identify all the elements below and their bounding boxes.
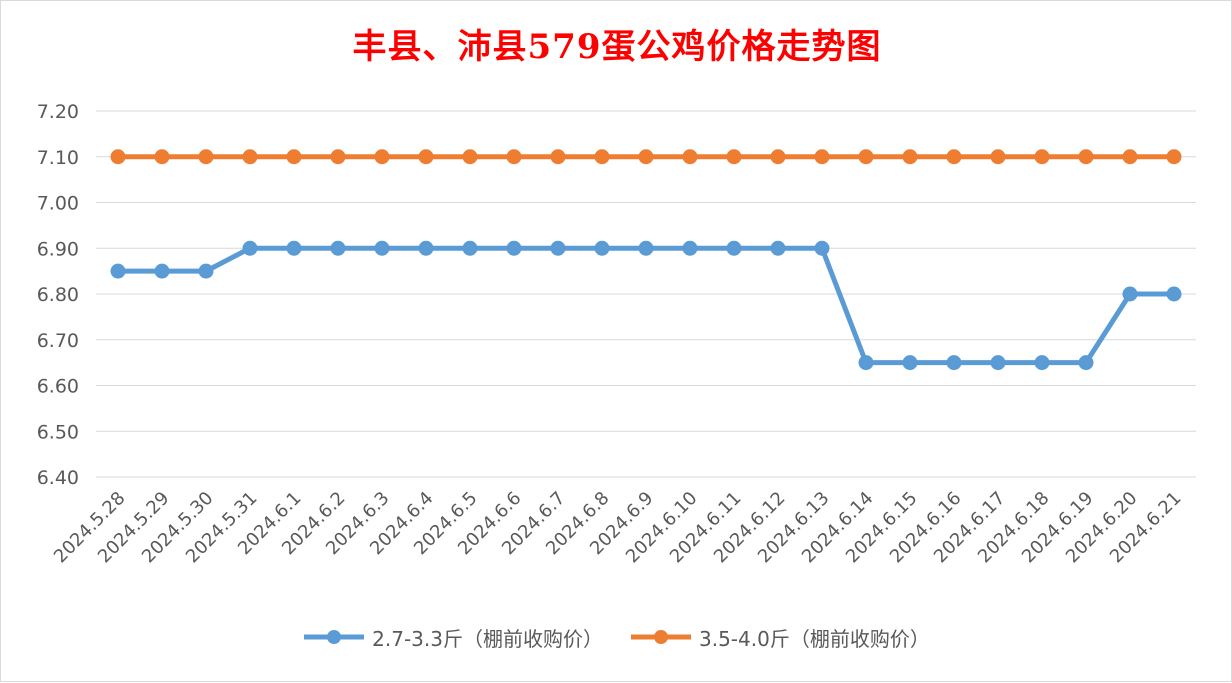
series-1-point-21	[1034, 355, 1050, 371]
series-2-point-11	[594, 149, 610, 165]
series-2-point-21	[1034, 149, 1050, 165]
series-1-point-1	[154, 263, 170, 279]
series-2-point-9	[506, 149, 522, 165]
x-axis-ticks: 2024.5.282024.5.292024.5.302024.5.312024…	[50, 488, 1186, 568]
series-1-point-7	[418, 240, 434, 256]
series-2	[110, 149, 1182, 165]
legend-label-series-2: 3.5-4.0斤（棚前收购价）	[699, 626, 930, 651]
series-1-point-24	[1166, 286, 1182, 302]
series-2-point-7	[418, 149, 434, 165]
legend-item-series-2: 3.5-4.0斤（棚前收购价）	[631, 623, 930, 652]
series-1-point-2	[198, 263, 214, 279]
series-2-point-8	[462, 149, 478, 165]
series-2-point-12	[638, 149, 654, 165]
series-2-point-23	[1122, 149, 1138, 165]
series-2-point-14	[726, 149, 742, 165]
y-tick-label-2: 6.60	[37, 376, 79, 398]
series-2-point-0	[110, 149, 126, 165]
series-2-point-1	[154, 149, 170, 165]
series-1-point-15	[770, 240, 786, 256]
legend-label-series-1: 2.7-3.3斤（棚前收购价）	[372, 626, 603, 651]
series-1-point-5	[330, 240, 346, 256]
series-2-point-2	[198, 149, 214, 165]
series-1-point-10	[550, 240, 566, 256]
series-1-point-8	[462, 240, 478, 256]
series-1-point-12	[638, 240, 654, 256]
series-2-point-3	[242, 149, 258, 165]
series-1-point-17	[858, 355, 874, 371]
y-tick-label-5: 6.90	[37, 238, 79, 260]
series-1-point-18	[902, 355, 918, 371]
series-2-point-22	[1078, 149, 1094, 165]
chart-title: 丰县、沛县579蛋公鸡价格走势图	[352, 27, 882, 67]
series-2-point-18	[902, 149, 918, 165]
series-lines	[110, 149, 1182, 371]
series-1-point-3	[242, 240, 258, 256]
legend-swatch-series-2	[631, 630, 691, 644]
y-tick-label-7: 7.10	[37, 147, 79, 169]
series-2-point-20	[990, 149, 1006, 165]
y-axis-ticks: 6.40 6.50 6.60 6.70 6.80 6.90 7.00 7.10 7.20	[37, 101, 79, 489]
gridlines	[96, 110, 1196, 478]
y-tick-label-4: 6.80	[37, 284, 79, 306]
legend-item-series-1: 2.7-3.3斤（棚前收购价）	[304, 623, 603, 652]
series-1-line	[118, 245, 1174, 366]
series-2-point-4	[286, 149, 302, 165]
series-1-point-6	[374, 240, 390, 256]
y-tick-label-0: 6.40	[37, 467, 79, 489]
series-2-point-15	[770, 149, 786, 165]
series-1-point-16	[814, 240, 830, 256]
series-1-point-20	[990, 355, 1006, 371]
y-tick-label-6: 7.00	[37, 193, 79, 215]
series-1-point-13	[682, 240, 698, 256]
series-2-point-10	[550, 149, 566, 165]
series-2-point-16	[814, 149, 830, 165]
series-1-point-14	[726, 240, 742, 256]
legend-swatch-series-1	[304, 630, 365, 644]
series-2-point-6	[374, 149, 390, 165]
series-1-point-9	[506, 240, 522, 256]
series-1-point-11	[594, 240, 610, 256]
series-2-point-24	[1166, 149, 1182, 165]
series-1-point-19	[946, 355, 962, 371]
series-1-point-4	[286, 240, 302, 256]
y-tick-label-3: 6.70	[37, 330, 79, 352]
legend: 2.7-3.3斤（棚前收购价） 3.5-4.0斤（棚前收购价）	[1, 619, 1232, 655]
series-2-point-17	[858, 149, 874, 165]
series-2-point-5	[330, 149, 346, 165]
series-1-point-0	[110, 263, 126, 279]
series-1-point-23	[1122, 286, 1138, 302]
series-1-point-22	[1078, 355, 1094, 371]
series-2-point-13	[682, 149, 698, 165]
y-tick-label-1: 6.50	[37, 421, 79, 443]
y-tick-label-8: 7.20	[37, 101, 79, 123]
series-2-point-19	[946, 149, 962, 165]
series-1	[110, 240, 1182, 371]
